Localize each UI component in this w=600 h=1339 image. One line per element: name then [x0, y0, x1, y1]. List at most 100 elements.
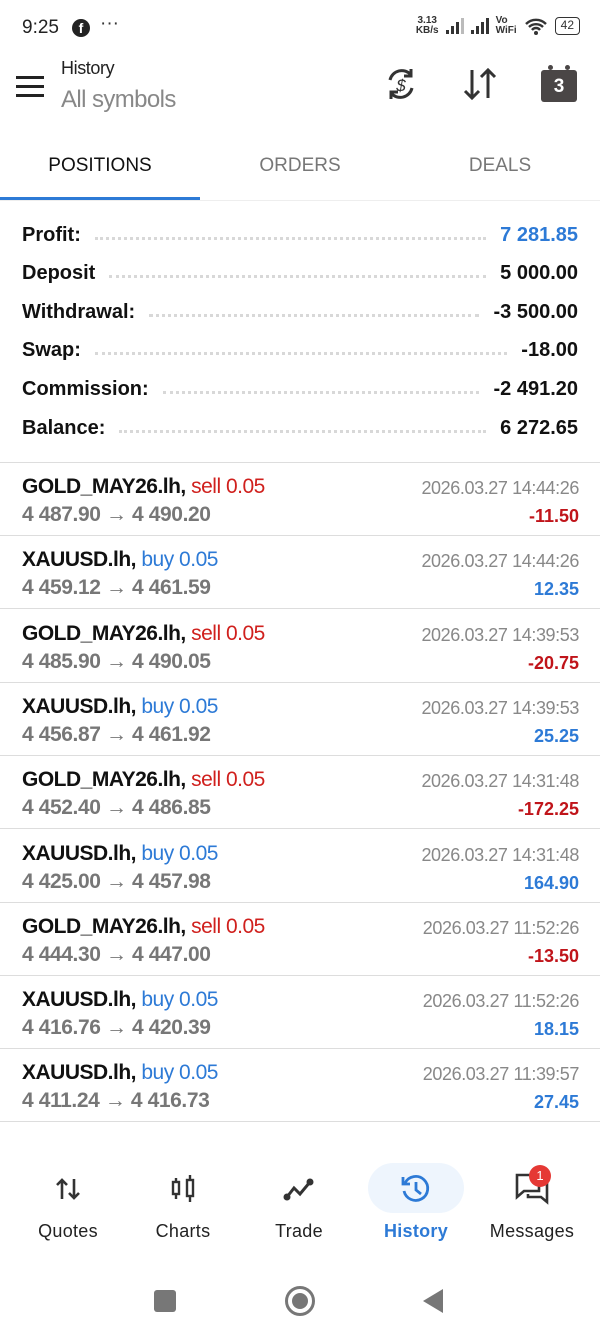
network-speed: 3.13: [417, 15, 437, 26]
signal-icon: [470, 18, 489, 34]
profit-value: -20.75: [527, 652, 579, 673]
dotted-leader: [162, 390, 480, 394]
facebook-icon: f: [72, 19, 90, 37]
profit-value: 18.15: [533, 1019, 579, 1040]
tab-positions[interactable]: POSITIONS: [0, 135, 200, 200]
vowifi-label: WiFi: [495, 25, 517, 36]
close-price: 4 461.59: [132, 576, 211, 600]
calendar-button[interactable]: 3: [541, 65, 577, 102]
open-price: 4 487.90: [22, 503, 101, 526]
summary-value: 6 272.65: [500, 416, 578, 439]
nav-label: Messages: [489, 1221, 575, 1241]
summary-row: Commission: -2 491.20: [22, 370, 578, 408]
symbol: GOLD_MAY26.lh,: [22, 768, 186, 792]
trade-time: 2026.03.27 14:39:53: [421, 624, 579, 645]
trade-time: 2026.03.27 14:44:26: [421, 478, 579, 498]
position-row[interactable]: GOLD_MAY26.lh, sell 0.05 4 487.90 → 4 49…: [0, 463, 600, 536]
summary-row: Swap: -18.00: [22, 332, 578, 370]
summary-label: Profit:: [22, 223, 81, 246]
nav-trade[interactable]: Trade: [239, 1160, 359, 1242]
menu-icon[interactable]: [16, 76, 44, 103]
dotted-leader: [149, 313, 480, 317]
symbol: GOLD_MAY26.lh,: [22, 475, 186, 498]
tab-deals[interactable]: DEALS: [468, 155, 532, 176]
clock: 9:25: [22, 17, 59, 38]
unread-badge: 1: [529, 1165, 551, 1187]
recent-apps-button[interactable]: [154, 1290, 176, 1312]
trade-time: 2026.03.27 14:39:53: [421, 697, 579, 718]
nav-quotes[interactable]: Quotes: [8, 1160, 128, 1242]
arrow-icon: →: [105, 722, 127, 746]
summary-label: Withdrawal:: [22, 300, 136, 323]
position-row[interactable]: XAUUSD.lh, buy 0.05 4 456.87 → 4 461.92 …: [0, 683, 600, 756]
position-row[interactable]: GOLD_MAY26.lh, sell 0.05 4 444.30 → 4 44…: [0, 903, 600, 976]
close-price: 4 416.73: [130, 1089, 210, 1113]
arrow-icon: →: [105, 942, 127, 966]
signal-icon: [445, 18, 464, 34]
tab-bar: POSITIONS ORDERS DEALS: [0, 135, 600, 200]
summary-label: Deposit: [22, 262, 96, 285]
close-price: 4 457.98: [132, 869, 211, 893]
trade-time: 2026.03.27 11:52:26: [422, 991, 580, 1012]
profit-value: 25.25: [533, 725, 579, 746]
summary-value: -2 491.20: [493, 377, 578, 400]
position-row[interactable]: XAUUSD.lh, buy 0.05 4 416.76 → 4 420.39 …: [0, 976, 600, 1050]
trade-side: buy 0.05: [141, 694, 218, 718]
arrow-icon: →: [105, 796, 127, 820]
symbol-filter[interactable]: All symbols: [61, 86, 176, 113]
position-row[interactable]: XAUUSD.lh, buy 0.05 4 411.24 → 4 416.73 …: [0, 1049, 600, 1123]
page-title: History: [61, 58, 115, 78]
trade-line-icon: [283, 1178, 314, 1201]
wifi-icon: [524, 18, 547, 35]
position-row[interactable]: XAUUSD.lh, buy 0.05 4 459.12 → 4 461.59 …: [0, 536, 600, 610]
dotted-leader: [119, 429, 487, 433]
sort-icon[interactable]: [462, 66, 498, 102]
more-notifications-icon: ···: [100, 13, 119, 34]
tab-orders[interactable]: ORDERS: [259, 155, 341, 176]
symbol: GOLD_MAY26.lh,: [22, 914, 186, 938]
quotes-icon: [56, 1178, 80, 1200]
nav-label: Charts: [155, 1221, 211, 1241]
nav-label: Quotes: [38, 1221, 98, 1241]
nav-label: History: [383, 1221, 449, 1241]
close-price: 4 461.92: [132, 722, 211, 746]
close-price: 4 420.39: [132, 1016, 211, 1040]
summary-row: Withdrawal: -3 500.00: [22, 293, 578, 331]
open-price: 4 444.30: [22, 942, 101, 966]
trade-time: 2026.03.27 14:31:48: [421, 771, 579, 792]
arrow-icon: →: [105, 649, 127, 673]
position-row[interactable]: GOLD_MAY26.lh, sell 0.05 4 452.40 → 4 48…: [0, 756, 600, 830]
vowifi-label: Vo: [495, 15, 508, 26]
open-price: 4 456.87: [22, 722, 101, 746]
summary-value: 5 000.00: [500, 262, 578, 285]
close-price: 4 486.85: [132, 796, 211, 820]
trade-side: sell 0.05: [191, 621, 265, 645]
currency-sync-icon[interactable]: $: [383, 66, 419, 102]
dotted-leader: [109, 275, 487, 279]
home-button[interactable]: [285, 1286, 315, 1316]
open-price: 4 452.40: [22, 796, 101, 820]
dotted-leader: [94, 236, 487, 240]
nav-history[interactable]: History: [356, 1160, 476, 1242]
open-price: 4 485.90: [22, 649, 101, 673]
profit-value: 27.45: [533, 1092, 579, 1113]
arrow-icon: →: [105, 869, 127, 893]
trade-side: sell 0.05: [191, 914, 265, 938]
status-bar: 9:25 f ··· 3.13 KB/s Vo WiFi 42: [0, 0, 600, 55]
open-price: 4 425.00: [22, 869, 101, 893]
nav-label: Trade: [275, 1221, 323, 1241]
open-price: 4 459.12: [22, 576, 101, 600]
position-row[interactable]: GOLD_MAY26.lh, sell 0.05 4 485.90 → 4 49…: [0, 610, 600, 683]
trade-side: buy 0.05: [141, 988, 218, 1012]
position-row[interactable]: XAUUSD.lh, buy 0.05 4 425.00 → 4 457.98 …: [0, 830, 600, 903]
history-icon: [401, 1175, 430, 1202]
divider: [0, 462, 600, 463]
trade-time: 2026.03.27 11:52:26: [422, 917, 580, 938]
summary-label: Balance:: [22, 416, 106, 439]
arrow-icon: →: [105, 503, 127, 526]
nav-charts[interactable]: Charts: [123, 1160, 243, 1242]
battery-icon: 42: [554, 17, 580, 35]
back-button[interactable]: [423, 1289, 443, 1313]
bottom-nav: Quotes Charts Trade History Messages 1: [0, 1160, 600, 1250]
profit-value: 164.90: [523, 872, 579, 893]
